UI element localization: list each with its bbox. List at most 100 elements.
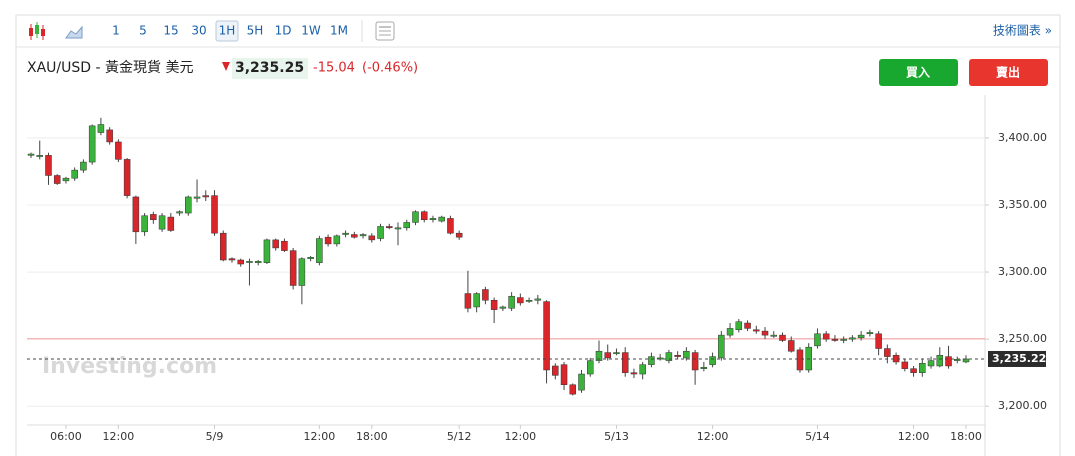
candle-body bbox=[263, 239, 271, 263]
candle-body bbox=[62, 177, 70, 182]
candle-body bbox=[910, 368, 917, 373]
interval[interactable]: 1D bbox=[275, 24, 292, 38]
x-tick-label: 5/12 bbox=[447, 430, 472, 443]
candle-body bbox=[779, 334, 786, 341]
candle-body bbox=[324, 236, 332, 245]
candle-body bbox=[412, 211, 419, 223]
candle-body bbox=[691, 352, 699, 371]
candle-body bbox=[604, 352, 611, 359]
buy-button[interactable] bbox=[879, 59, 958, 86]
candle-body bbox=[316, 238, 323, 263]
table-icon[interactable] bbox=[375, 21, 395, 41]
interval[interactable]: 30 bbox=[191, 24, 206, 38]
interval-selected[interactable] bbox=[215, 20, 239, 42]
candle-body bbox=[106, 129, 113, 143]
candle-body bbox=[115, 141, 122, 160]
candle-body bbox=[202, 195, 210, 198]
candle-body bbox=[420, 211, 428, 221]
candle-body bbox=[97, 124, 105, 133]
candle-body bbox=[648, 356, 655, 365]
x-tick-label: 5/14 bbox=[805, 430, 830, 443]
candle-body bbox=[639, 364, 646, 375]
candle-body bbox=[158, 215, 166, 230]
candle-body bbox=[482, 289, 489, 301]
last-price-box bbox=[988, 350, 1046, 367]
x-tick-label: 06:00 bbox=[50, 430, 82, 443]
candle-body bbox=[193, 196, 201, 199]
candle-body bbox=[289, 250, 297, 286]
candle-body bbox=[517, 297, 524, 304]
candle-body bbox=[936, 354, 944, 367]
y-tick-label: 3,250.00 bbox=[998, 332, 1047, 345]
candle-body bbox=[438, 216, 445, 222]
interval[interactable]: 1 bbox=[112, 24, 120, 38]
panel bbox=[15, 14, 1061, 456]
y-tick-label: 3,300.00 bbox=[998, 265, 1047, 278]
candle-body bbox=[525, 299, 533, 302]
candle-body bbox=[53, 175, 61, 184]
candle-body bbox=[787, 340, 795, 352]
candle-body bbox=[674, 354, 681, 357]
candle-body bbox=[368, 235, 376, 241]
sell-label[interactable]: 賣出 bbox=[995, 65, 1020, 80]
candle-body bbox=[455, 232, 463, 238]
candle-body bbox=[543, 301, 550, 371]
interval[interactable]: 15 bbox=[163, 24, 178, 38]
candle-body bbox=[814, 333, 821, 347]
candle-body bbox=[272, 239, 279, 249]
x-tick-label: 12:00 bbox=[304, 430, 336, 443]
candle-body bbox=[901, 361, 909, 369]
candle-body bbox=[613, 352, 620, 355]
candle-icon[interactable] bbox=[29, 22, 45, 40]
interval[interactable]: 5 bbox=[139, 24, 147, 38]
interval[interactable]: 1W bbox=[301, 24, 321, 38]
candle-body bbox=[185, 196, 192, 214]
candle-body bbox=[298, 258, 306, 286]
candle-body bbox=[849, 337, 856, 340]
candle-body bbox=[333, 235, 341, 245]
candle-body bbox=[254, 261, 262, 263]
area-icon[interactable] bbox=[65, 25, 83, 39]
candle-body bbox=[534, 298, 542, 301]
sell-button[interactable] bbox=[969, 59, 1048, 86]
interval[interactable]: 1H bbox=[219, 24, 236, 38]
candle-body bbox=[377, 226, 384, 239]
candle-body bbox=[508, 295, 515, 309]
x-tick-label: 18:00 bbox=[950, 430, 982, 443]
candle-body bbox=[211, 195, 218, 234]
candle-body bbox=[560, 364, 568, 386]
candle-body bbox=[840, 338, 847, 341]
candle-body bbox=[770, 334, 778, 337]
candle-body bbox=[71, 169, 78, 179]
candle-body bbox=[167, 216, 175, 231]
candle-body bbox=[447, 218, 454, 234]
x-tick-label: 12:00 bbox=[898, 430, 930, 443]
candle-body bbox=[552, 365, 559, 376]
candle-body bbox=[753, 329, 760, 332]
candle-body bbox=[761, 330, 769, 336]
candle-body bbox=[490, 299, 498, 310]
candle-body bbox=[150, 214, 157, 221]
candle-body bbox=[429, 218, 437, 221]
x-tick-label: 5/9 bbox=[206, 430, 224, 443]
candle-body bbox=[473, 293, 480, 308]
buy-label[interactable]: 買入 bbox=[906, 66, 930, 80]
candle-body bbox=[386, 226, 393, 229]
interval[interactable]: 1M bbox=[330, 24, 348, 38]
change: -15.04 bbox=[313, 61, 355, 76]
candle-body bbox=[927, 360, 935, 367]
interval[interactable]: 5H bbox=[247, 24, 264, 38]
candle-body bbox=[884, 348, 891, 357]
candle-body bbox=[875, 333, 882, 349]
symbol: XAU/USD - 黃金現貨 美元 bbox=[27, 59, 193, 76]
candle-body bbox=[822, 333, 830, 340]
tech-chart-link[interactable]: 技術圖表 » bbox=[993, 24, 1052, 38]
x-tick-label: 18:00 bbox=[356, 430, 388, 443]
candle-body bbox=[683, 350, 690, 359]
candle-body bbox=[630, 372, 638, 375]
candle-body bbox=[726, 328, 734, 336]
price: 3,235.25 bbox=[235, 60, 304, 76]
candle-body bbox=[88, 125, 96, 163]
y-tick-label: 3,400.00 bbox=[998, 131, 1047, 144]
